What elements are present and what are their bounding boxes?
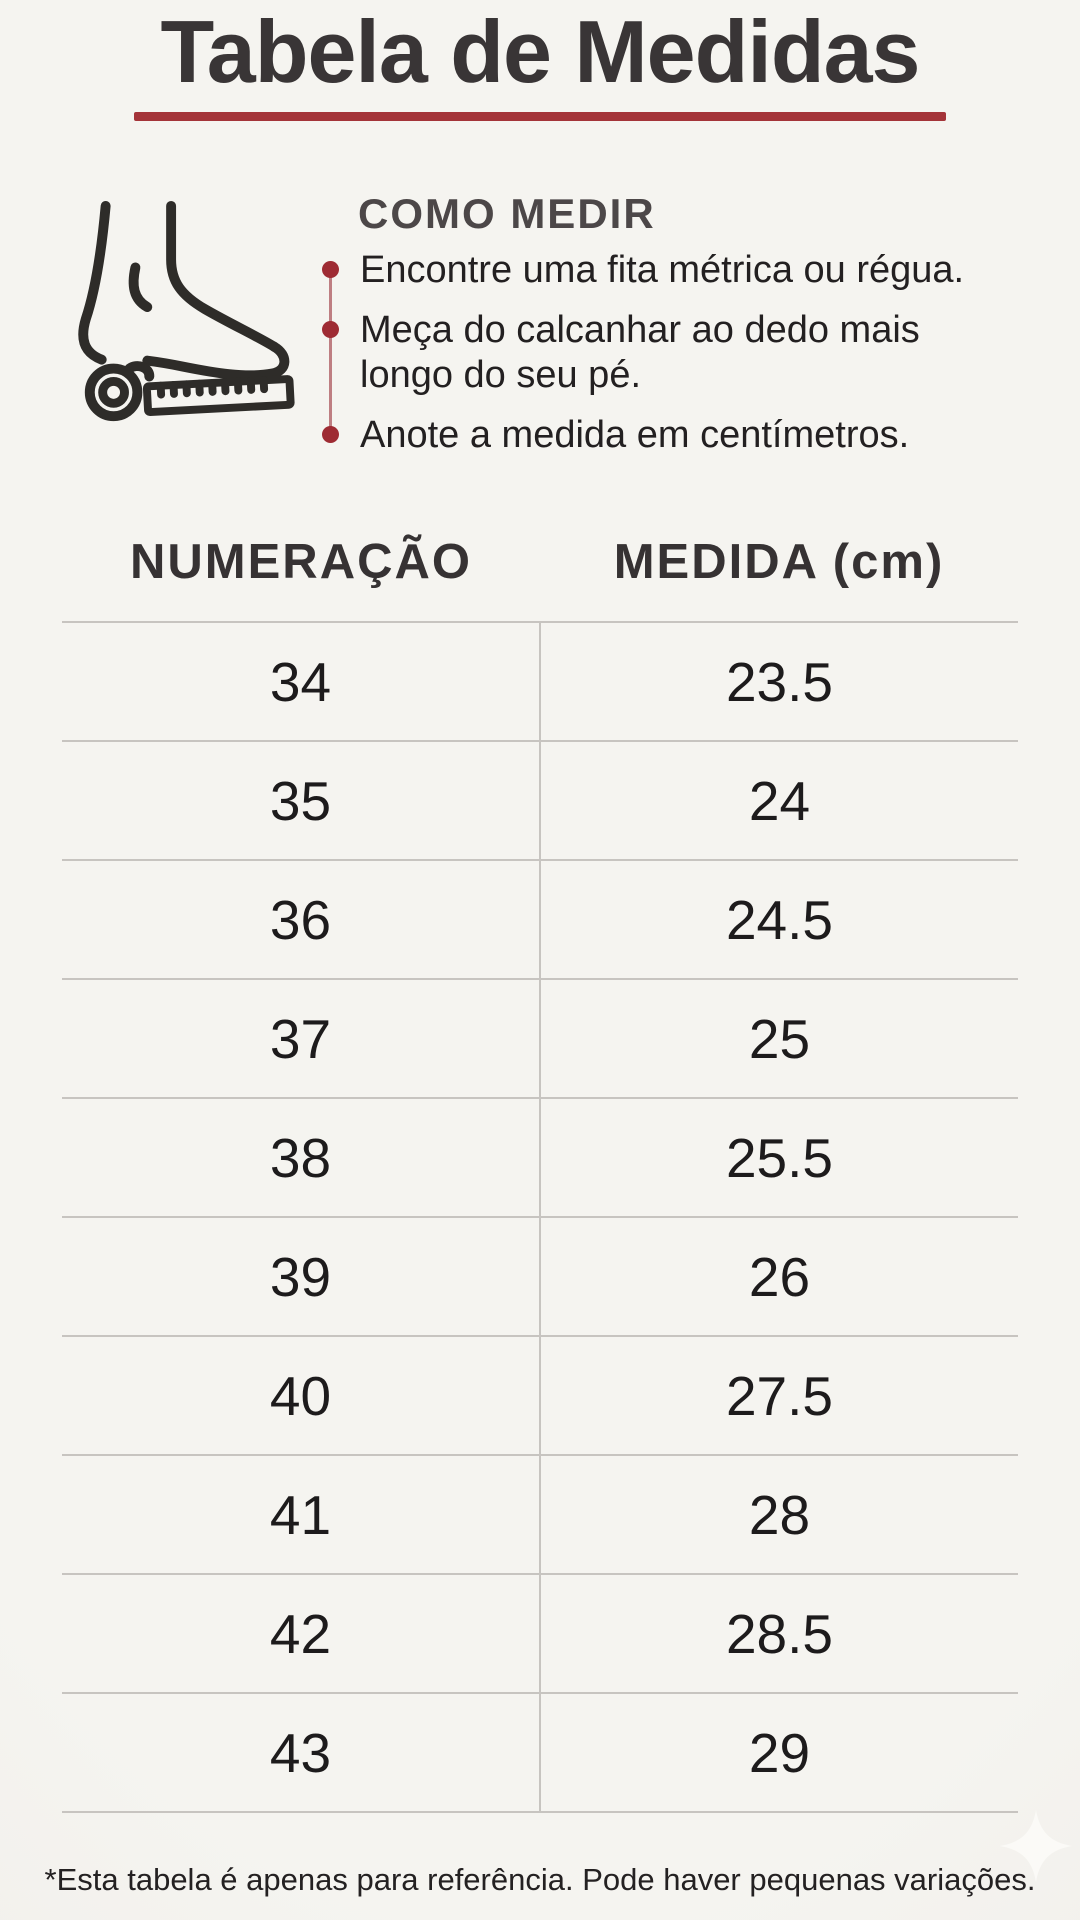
size-table-header: NUMERAÇÃO MEDIDA (cm) bbox=[62, 534, 1018, 590]
steps-connector-line bbox=[329, 272, 332, 438]
bullet-dot-icon bbox=[322, 261, 339, 278]
foot-measure-icon bbox=[64, 198, 302, 436]
table-row: 35 24 bbox=[62, 740, 1018, 859]
cm-cell: 24.5 bbox=[725, 888, 834, 951]
size-cell: 41 bbox=[62, 1456, 541, 1573]
cm-cell: 28 bbox=[748, 1483, 811, 1546]
cm-cell: 24 bbox=[748, 769, 811, 832]
measure-step: Encontre uma fita métrica ou régua. bbox=[322, 248, 1022, 294]
table-row: 38 25.5 bbox=[62, 1097, 1018, 1216]
cm-cell: 26 bbox=[748, 1245, 811, 1308]
column-header-medida: MEDIDA (cm) bbox=[613, 535, 945, 589]
size-cell: 37 bbox=[62, 980, 541, 1097]
table-row: 40 27.5 bbox=[62, 1335, 1018, 1454]
table-row: 37 25 bbox=[62, 978, 1018, 1097]
measure-step: Meça do calcanhar ao dedo mais longo do … bbox=[322, 308, 1022, 399]
measure-step-text: Anote a medida em centímetros. bbox=[360, 413, 910, 456]
size-cell: 38 bbox=[62, 1099, 541, 1216]
cm-cell: 27.5 bbox=[725, 1364, 834, 1427]
size-cell: 36 bbox=[62, 861, 541, 978]
bullet-dot-icon bbox=[322, 425, 339, 443]
table-row: 42 28.5 bbox=[62, 1573, 1018, 1692]
cm-cell: 25 bbox=[748, 1007, 811, 1070]
table-row: 43 29 bbox=[62, 1692, 1018, 1813]
column-header-numeracao: NUMERAÇÃO bbox=[130, 535, 472, 589]
size-cell: 43 bbox=[62, 1694, 541, 1811]
measure-step: Anote a medida em centímetros. bbox=[322, 413, 1022, 459]
size-cell: 39 bbox=[62, 1218, 541, 1335]
table-row: 36 24.5 bbox=[62, 859, 1018, 978]
size-cell: 34 bbox=[62, 623, 541, 740]
size-cell: 35 bbox=[62, 742, 541, 859]
table-row: 34 23.5 bbox=[62, 621, 1018, 740]
table-row: 41 28 bbox=[62, 1454, 1018, 1573]
page-title: Tabela de Medidas bbox=[160, 2, 921, 101]
measure-step-text: Encontre uma fita métrica ou régua. bbox=[360, 249, 965, 291]
cm-cell: 23.5 bbox=[725, 650, 834, 713]
sparkle-icon bbox=[1000, 1810, 1072, 1882]
footer-note: *Esta tabela é apenas para referência. P… bbox=[44, 1862, 1036, 1897]
table-row: 39 26 bbox=[62, 1216, 1018, 1335]
size-table: 34 23.5 35 24 36 24.5 37 25 38 25.5 39 2… bbox=[62, 621, 1018, 1813]
cm-cell: 28.5 bbox=[725, 1602, 834, 1665]
cm-cell: 25.5 bbox=[725, 1126, 834, 1189]
measure-steps: Encontre uma fita métrica ou régua. Meça… bbox=[322, 248, 1022, 472]
cm-cell: 29 bbox=[748, 1721, 811, 1784]
title-underline bbox=[134, 112, 946, 121]
measure-step-text: Meça do calcanhar ao dedo mais longo do … bbox=[360, 308, 920, 397]
size-cell: 42 bbox=[62, 1575, 541, 1692]
size-cell: 40 bbox=[62, 1337, 541, 1454]
how-to-measure-heading: COMO MEDIR bbox=[358, 190, 656, 237]
bullet-dot-icon bbox=[322, 320, 339, 338]
